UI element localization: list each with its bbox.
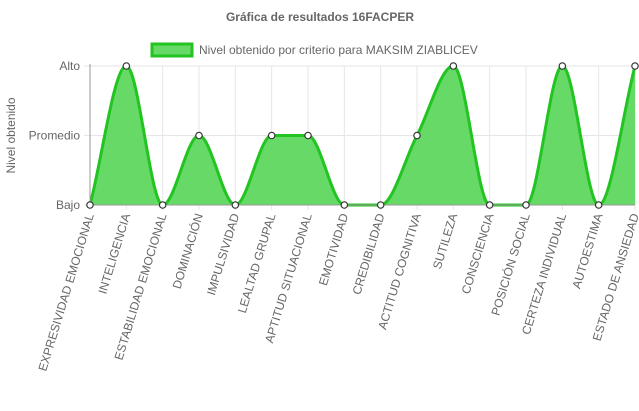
legend-swatch xyxy=(150,42,194,58)
data-point xyxy=(449,62,458,70)
data-point xyxy=(195,131,203,140)
y-tick-label: Alto xyxy=(59,59,80,73)
data-point xyxy=(158,201,167,209)
y-tick-label: Promedio xyxy=(29,129,81,143)
chart-title: Gráfica de resultados 16FACPER xyxy=(226,10,414,24)
data-point xyxy=(340,201,349,209)
y-tick-label: Bajo xyxy=(56,198,80,212)
axes xyxy=(89,64,635,206)
data-point xyxy=(304,131,312,140)
data-points xyxy=(86,62,639,209)
data-point xyxy=(231,201,240,209)
data-point xyxy=(376,201,385,209)
x-tick-label: LEALTAD GRUPAL xyxy=(235,211,279,314)
x-tick-label: EXPRESIVIDAD EMOCIONAL xyxy=(36,211,97,372)
y-axis-label: Nivel obtenido xyxy=(4,97,18,173)
x-tick-label: DOMINACIÓN xyxy=(169,211,206,290)
x-tick-label: SUTILEZA xyxy=(430,212,460,271)
y-ticks: Bajo Promedio Alto xyxy=(29,59,81,212)
x-ticks: EXPRESIVIDAD EMOCIONALINTELIGENCIAESTABI… xyxy=(36,211,639,373)
x-tick-label: AUTOESTIMA xyxy=(569,212,605,290)
data-point xyxy=(86,201,94,209)
data-point xyxy=(122,62,131,70)
legend-label: Nivel obtenido por criterio para MAKSIM … xyxy=(199,43,478,57)
data-point xyxy=(485,201,494,209)
x-tick-label: CONSCIENCIA xyxy=(459,212,497,296)
data-point xyxy=(631,62,639,70)
data-point xyxy=(522,201,530,209)
x-tick-label: INTELIGENCIA xyxy=(95,212,133,296)
x-tick-label: EMOTIVIDAD xyxy=(316,211,351,287)
data-point xyxy=(594,201,603,209)
data-point xyxy=(267,131,276,140)
data-point xyxy=(413,131,421,140)
x-tick-label: POSICIÓN SOCIAL xyxy=(488,211,533,317)
data-point xyxy=(558,62,567,70)
x-tick-label: IMPULSIVIDAD xyxy=(204,211,242,296)
x-tick-label: CREDIBILIDAD xyxy=(350,211,388,296)
legend: Nivel obtenido por criterio para MAKSIM … xyxy=(150,42,478,58)
